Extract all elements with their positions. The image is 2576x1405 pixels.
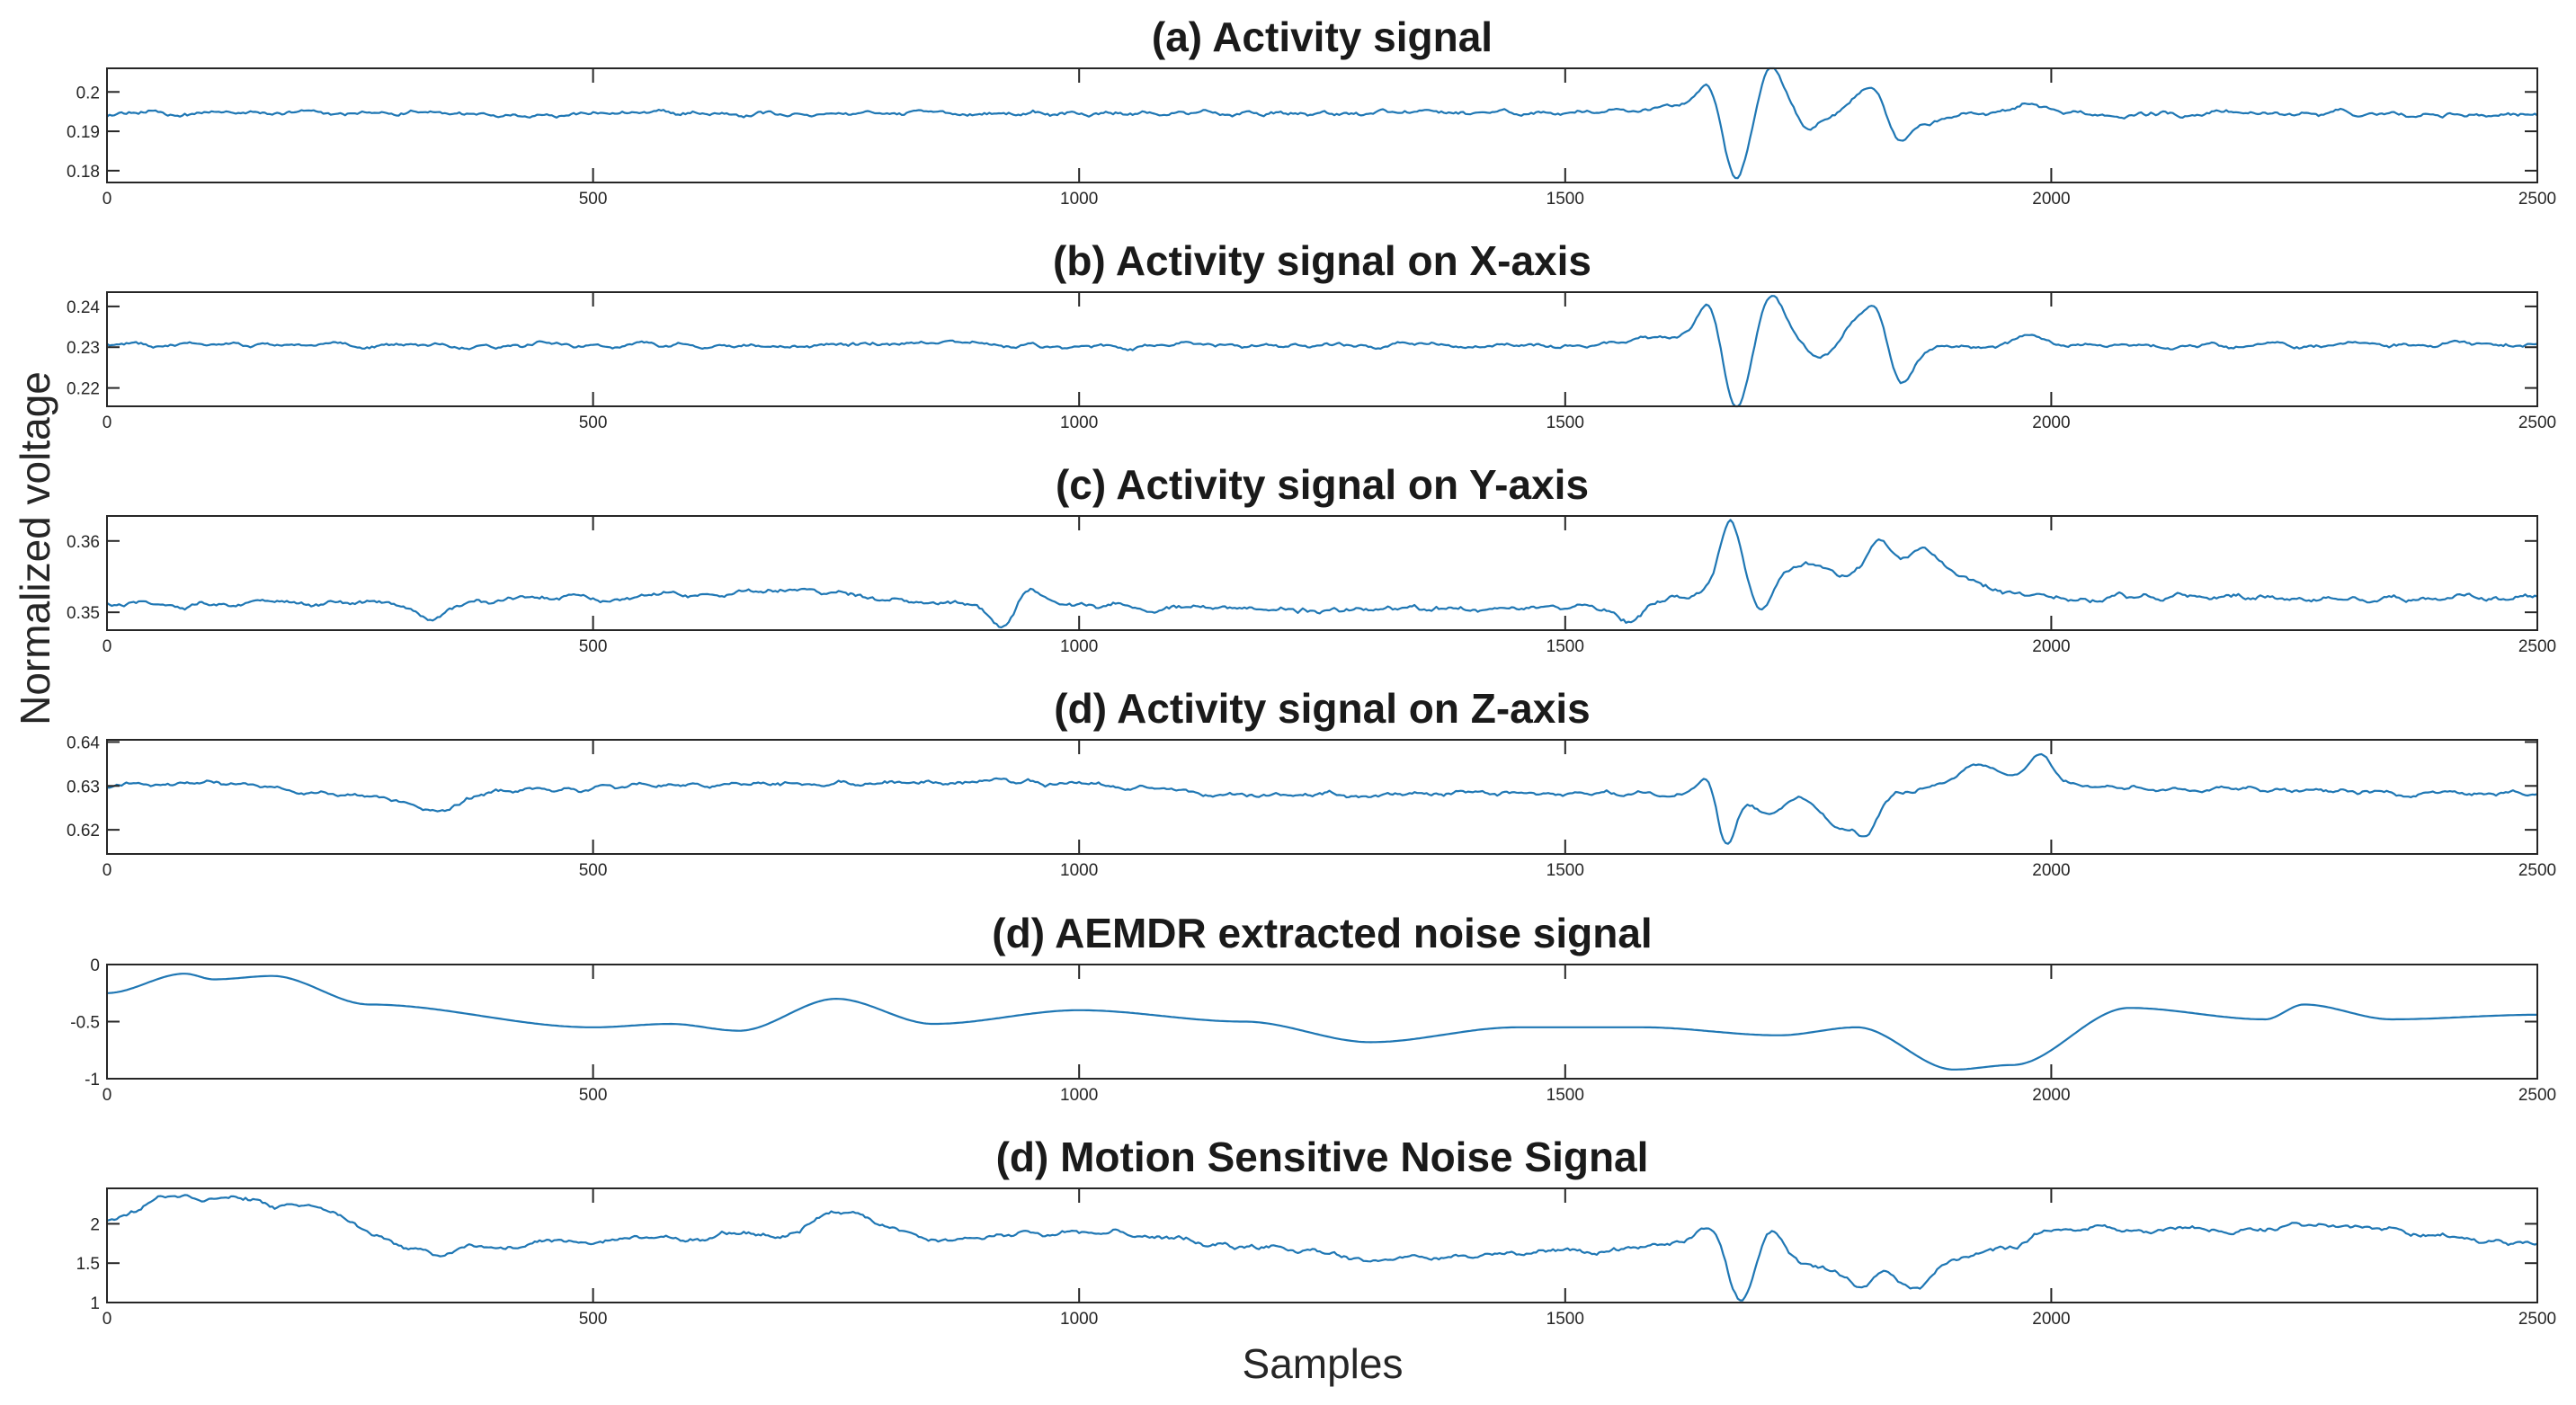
y-tick-label: 0.22: [67, 380, 100, 399]
signal-line: [106, 1194, 2538, 1302]
axes-frame: [106, 964, 2538, 1080]
subplot-2: (b) Activity signal on X-axis 0 500 1000 150…: [67, 237, 2556, 432]
x-tick-label: 0: [103, 413, 112, 432]
x-tick-label: 2500: [2518, 637, 2556, 656]
x-tick-label: 2500: [2518, 861, 2556, 880]
subplot-title: (c) Activity signal on Y-axis: [1056, 461, 1589, 508]
x-tick-label: 500: [579, 1310, 608, 1329]
x-tick-label: 1500: [1546, 861, 1584, 880]
x-tick-label: 1000: [1060, 413, 1098, 432]
x-tick-label: 1500: [1546, 413, 1584, 432]
signal-line: [106, 67, 2538, 180]
signal-line: [106, 973, 2537, 1071]
subplot-4: (d) Activity signal on Z-axis 0 500 1000 150…: [67, 685, 2556, 880]
y-tick-label: -0.5: [70, 1014, 100, 1033]
x-tick-label: 2500: [2518, 190, 2556, 209]
x-tick-label: 1000: [1060, 1086, 1098, 1105]
y-tick-label: 0: [90, 956, 100, 975]
y-tick-label: 0.62: [67, 822, 100, 840]
x-tick-label: 2500: [2518, 1086, 2556, 1105]
y-tick-label: 0.35: [67, 604, 100, 623]
y-tick-label: 0.64: [67, 734, 100, 752]
subplot-title: (d) AEMDR extracted noise signal: [992, 910, 1652, 956]
signal-line: [106, 519, 2538, 628]
x-tick-label: 2500: [2518, 413, 2556, 432]
signal-line: [106, 295, 2538, 408]
x-tick-label: 2000: [2032, 1310, 2070, 1329]
axes-frame: [106, 291, 2538, 407]
x-tick-label: 1000: [1060, 637, 1098, 656]
y-tick-label: 2: [90, 1215, 100, 1234]
x-tick-label: 0: [103, 1086, 112, 1105]
x-tick-label: 0: [103, 637, 112, 656]
x-tick-label: 1000: [1060, 861, 1098, 880]
subplot-title: (a) Activity signal: [1152, 13, 1493, 60]
y-axis-label: Normalized voltage: [12, 371, 58, 725]
axes-frame: [106, 515, 2538, 631]
x-tick-label: 500: [579, 637, 608, 656]
subplot-title: (d) Activity signal on Z-axis: [1054, 685, 1590, 732]
x-tick-label: 0: [103, 190, 112, 209]
x-tick-label: 2000: [2032, 413, 2070, 432]
x-tick-label: 1500: [1546, 1310, 1584, 1329]
x-tick-label: 1000: [1060, 190, 1098, 209]
y-tick-label: -1: [85, 1071, 100, 1089]
x-tick-label: 1000: [1060, 1310, 1098, 1329]
x-tick-label: 500: [579, 1086, 608, 1105]
y-tick-label: 1: [90, 1294, 100, 1313]
x-tick-label: 0: [103, 1310, 112, 1329]
y-tick-label: 0.18: [67, 163, 100, 182]
x-tick-label: 1500: [1546, 1086, 1584, 1105]
axes-frame: [106, 1187, 2538, 1303]
x-axis-label: Samples: [1243, 1340, 1404, 1387]
subplot-3: (c) Activity signal on Y-axis 0 500 1000 150…: [67, 461, 2556, 656]
x-tick-label: 500: [579, 861, 608, 880]
y-tick-label: 0.2: [76, 84, 100, 102]
y-tick-label: 0.23: [67, 339, 100, 358]
subplot-title: (b) Activity signal on X-axis: [1053, 237, 1591, 284]
subplot-1: (a) Activity signal 0 500 1000 1500 2000 2500 0…: [67, 13, 2556, 209]
x-tick-label: 2500: [2518, 1310, 2556, 1329]
subplot-5: (d) AEMDR extracted noise signal 0 500 1000…: [70, 910, 2556, 1105]
axes-frame: [106, 739, 2538, 855]
subplot-6: (d) Motion Sensitive Noise Signal 0 500 100…: [76, 1134, 2557, 1329]
y-tick-label: 0.36: [67, 533, 100, 552]
x-tick-label: 500: [579, 413, 608, 432]
y-tick-label: 1.5: [76, 1255, 100, 1274]
x-tick-label: 2000: [2032, 861, 2070, 880]
x-tick-label: 2000: [2032, 637, 2070, 656]
x-tick-label: 0: [103, 861, 112, 880]
signal-line: [106, 752, 2538, 845]
x-tick-label: 1500: [1546, 190, 1584, 209]
y-tick-label: 0.19: [67, 123, 100, 142]
subplot-title: (d) Motion Sensitive Noise Signal: [996, 1134, 1649, 1180]
x-tick-label: 1500: [1546, 637, 1584, 656]
x-tick-label: 2000: [2032, 190, 2070, 209]
x-tick-label: 500: [579, 190, 608, 209]
y-tick-label: 0.24: [67, 298, 100, 317]
x-tick-label: 2000: [2032, 1086, 2070, 1105]
axes-frame: [106, 67, 2538, 183]
y-tick-label: 0.63: [67, 778, 100, 796]
